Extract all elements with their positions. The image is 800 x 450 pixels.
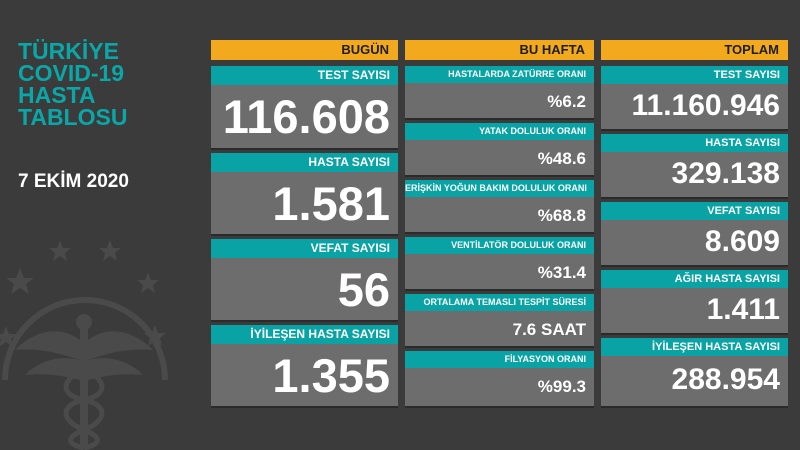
today-recovered-card: İYİLEŞEN HASTA SAYISI 1.355 xyxy=(211,325,398,408)
today-death-value: 56 xyxy=(337,263,390,316)
today-patient-card: HASTA SAYISI 1.581 xyxy=(211,153,398,236)
week-column: BU HAFTA HASTALARDA ZATÜRRE ORANI %6.2 Y… xyxy=(405,40,594,408)
week-bed-label: YATAK DOLULUK ORANI xyxy=(405,123,594,140)
week-contact-value: 7.6 SAAT xyxy=(512,320,586,339)
today-test-value: 116.608 xyxy=(222,90,390,143)
total-patient-label: HASTA SAYISI xyxy=(601,134,788,152)
week-contact-card: ORTALAMA TEMASLI TESPİT SÜRESİ 7.6 SAAT xyxy=(405,294,594,348)
week-ventilator-label: VENTİLATÖR DOLULUK ORANI xyxy=(405,237,594,254)
today-patient-label: HASTA SAYISI xyxy=(211,153,398,172)
week-filiation-value: %99.3 xyxy=(537,377,586,396)
today-column: BUGÜN TEST SAYISI 116.608 HASTA SAYISI 1… xyxy=(211,40,398,408)
total-test-value: 11.160.946 xyxy=(631,89,781,122)
title-line-3: HASTA xyxy=(18,82,96,108)
ministry-emblem-icon xyxy=(0,240,168,450)
week-bed-value: %48.6 xyxy=(537,149,586,168)
week-icu-card: ERİŞKİN YOĞUN BAKIM DOLULUK ORANI %68.8 xyxy=(405,180,594,234)
title-line-2: COVID-19 xyxy=(18,60,125,86)
total-header: TOPLAM xyxy=(601,40,788,60)
total-column: TOPLAM TEST SAYISI 11.160.946 HASTA SAYI… xyxy=(601,40,788,408)
today-death-label: VEFAT SAYISI xyxy=(211,239,398,258)
week-filiation-card: FİLYASYON ORANI %99.3 xyxy=(405,351,594,408)
week-header: BU HAFTA xyxy=(405,40,594,60)
week-ventilator-card: VENTİLATÖR DOLULUK ORANI %31.4 xyxy=(405,237,594,291)
total-recovered-label: İYİLEŞEN HASTA SAYISI xyxy=(601,338,788,356)
today-patient-value: 1.581 xyxy=(272,177,390,230)
total-critical-value: 1.411 xyxy=(706,293,780,326)
total-recovered-card: İYİLEŞEN HASTA SAYISI 288.954 xyxy=(601,338,788,408)
week-pneumonia-value: %6.2 xyxy=(547,92,586,111)
total-death-label: VEFAT SAYISI xyxy=(601,202,788,220)
week-ventilator-value: %31.4 xyxy=(537,263,586,282)
total-death-value: 8.609 xyxy=(704,225,780,258)
title-line-4: TABLOSU xyxy=(18,104,128,130)
report-date: 7 EKİM 2020 xyxy=(18,171,129,192)
total-patient-card: HASTA SAYISI 329.138 xyxy=(601,134,788,199)
today-test-label: TEST SAYISI xyxy=(211,66,398,85)
today-test-card: TEST SAYISI 116.608 xyxy=(211,66,398,150)
week-icu-value: %68.8 xyxy=(537,206,586,225)
week-pneumonia-label: HASTALARDA ZATÜRRE ORANI xyxy=(405,66,594,83)
title-line-1: TÜRKİYE xyxy=(18,38,119,64)
today-recovered-label: İYİLEŞEN HASTA SAYISI xyxy=(211,325,398,344)
total-recovered-value: 288.954 xyxy=(671,363,780,396)
today-death-card: VEFAT SAYISI 56 xyxy=(211,239,398,322)
today-header: BUGÜN xyxy=(211,40,398,60)
total-patient-value: 329.138 xyxy=(671,157,780,190)
week-filiation-label: FİLYASYON ORANI xyxy=(405,351,594,368)
total-test-card: TEST SAYISI 11.160.946 xyxy=(601,66,788,131)
week-contact-label: ORTALAMA TEMASLI TESPİT SÜRESİ xyxy=(405,294,594,311)
page-title: TÜRKİYE COVID-19 HASTA TABLOSU xyxy=(18,38,128,130)
total-death-card: VEFAT SAYISI 8.609 xyxy=(601,202,788,267)
total-critical-card: AĞIR HASTA SAYISI 1.411 xyxy=(601,270,788,335)
week-bed-card: YATAK DOLULUK ORANI %48.6 xyxy=(405,123,594,177)
week-pneumonia-card: HASTALARDA ZATÜRRE ORANI %6.2 xyxy=(405,66,594,120)
today-recovered-value: 1.355 xyxy=(272,349,390,402)
week-icu-label: ERİŞKİN YOĞUN BAKIM DOLULUK ORANI xyxy=(405,180,594,197)
total-critical-label: AĞIR HASTA SAYISI xyxy=(601,270,788,288)
total-test-label: TEST SAYISI xyxy=(601,66,788,84)
